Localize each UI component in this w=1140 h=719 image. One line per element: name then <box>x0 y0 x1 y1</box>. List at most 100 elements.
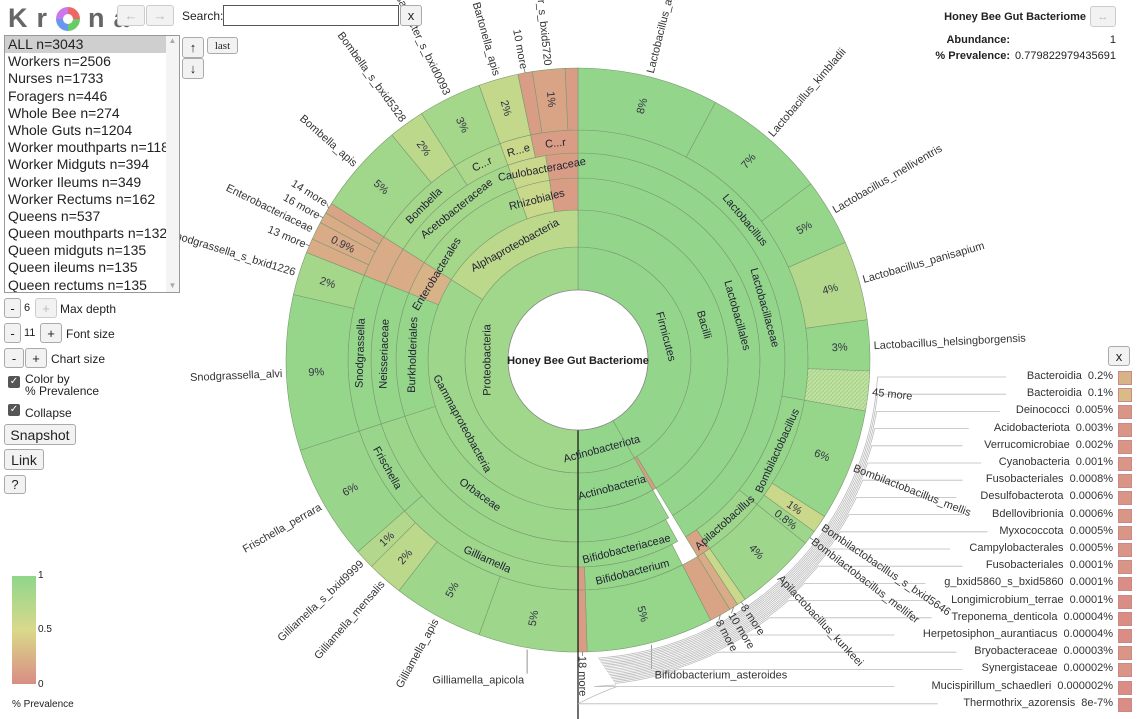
abundance-label: Abundance: <box>946 34 1010 46</box>
search-clear-button[interactable]: x <box>400 5 422 26</box>
taxon-label[interactable]: Lactobacillus_kimbladii <box>766 46 848 139</box>
dataset-item[interactable]: Whole Guts n=1204 <box>8 121 133 138</box>
taxon-label[interactable]: Bartonella_apis <box>470 1 502 78</box>
small-taxon-item[interactable]: Cyanobacteria 0.001% <box>999 456 1113 469</box>
small-taxon-value: 0.0005% <box>1069 524 1113 537</box>
taxon-label[interactable]: Bombella_apis <box>297 113 359 170</box>
small-taxon-item[interactable]: g_bxid5860_s_bxid5860 0.0001% <box>944 576 1113 589</box>
dataset-item[interactable]: Queen midguts n=135 <box>8 242 147 259</box>
leader-line <box>741 601 744 606</box>
small-taxon-item[interactable]: Longimicrobium_terrae 0.0001% <box>951 594 1113 607</box>
taxon-label[interactable]: Snodgrassella_alvi <box>190 368 283 384</box>
small-taxon-item[interactable]: Deinococci 0.005% <box>1016 404 1113 417</box>
taxon-label[interactable]: Frischella_perrara <box>241 501 325 556</box>
color-by-metric: % Prevalence <box>25 384 100 398</box>
color-swatch <box>1118 508 1132 523</box>
font-size-plus[interactable]: + <box>40 323 62 343</box>
small-taxon-item[interactable]: Myxococcota 0.0005% <box>999 525 1113 538</box>
color-by-checkbox[interactable]: ✓ <box>8 376 20 388</box>
small-taxon-item[interactable]: Fusobacteriales 0.0001% <box>986 559 1113 572</box>
small-taxon-item[interactable]: Bdellovibrionia 0.0006% <box>992 508 1113 521</box>
leader-line <box>326 203 329 209</box>
small-taxon-item[interactable]: Bryobacteraceae 0.00003% <box>974 645 1113 658</box>
scrollbar[interactable]: ▲ ▼ <box>166 36 179 292</box>
taxon-label[interactable]: 45 more <box>872 387 913 403</box>
dataset-item[interactable]: Queen ileums n=135 <box>8 259 138 276</box>
small-taxon-item[interactable]: Treponema_denticola 0.00004% <box>951 611 1113 624</box>
leader-line <box>605 514 963 671</box>
small-taxon-item[interactable]: Fusobacteriales 0.0008% <box>986 473 1113 486</box>
sunburst-segment[interactable] <box>577 589 588 653</box>
dataset-item[interactable]: Queens n=537 <box>8 207 101 224</box>
back-button[interactable]: ← <box>117 5 145 26</box>
small-taxon-name: Campylobacterales <box>969 542 1064 554</box>
dataset-item[interactable]: Worker Rectums n=162 <box>8 190 156 207</box>
leader-line <box>603 479 963 668</box>
forward-button[interactable]: → <box>146 5 174 26</box>
chart-size-plus[interactable]: + <box>25 348 47 368</box>
help-button[interactable]: ? <box>4 475 26 494</box>
small-taxon-name: Bdellovibrionia <box>992 507 1064 520</box>
small-taxon-item[interactable]: Mucispirillum_schaedleri 0.000002% <box>932 680 1114 693</box>
dataset-item[interactable]: Queen rectums n=135 <box>8 276 147 293</box>
small-taxon-item[interactable]: Bacteroidia 0.1% <box>1027 387 1113 400</box>
snapshot-button[interactable]: Snapshot <box>4 424 76 445</box>
next-dataset-button[interactable]: ↓ <box>182 58 204 79</box>
taxon-label[interactable]: Lactobacillus_panisapium <box>861 240 985 286</box>
dataset-item[interactable]: Worker Ileums n=349 <box>8 173 142 190</box>
sunburst-segment[interactable] <box>577 566 586 591</box>
prev-dataset-button[interactable]: ↑ <box>182 37 204 58</box>
taxon-label[interactable]: Apilactobacillus_kunkeei <box>775 573 866 669</box>
color-swatch <box>1118 543 1132 557</box>
percent-label: 3% <box>831 341 848 354</box>
chart-size-minus[interactable]: - <box>4 348 24 368</box>
small-taxon-name: Fusobacteriales <box>985 473 1064 486</box>
small-taxon-value: 0.001% <box>1075 456 1113 468</box>
details-title: Honey Bee Gut Bacteriome <box>944 11 1086 23</box>
search-label: Search: <box>182 9 224 23</box>
taxon-label[interactable]: Bombella_s_bxid5328 <box>335 30 408 125</box>
dataset-item[interactable]: Queen mouthparts n=132 <box>8 225 168 242</box>
taxon-label[interactable]: Lactobacillus_apis <box>645 0 679 75</box>
dataset-item[interactable]: Worker mouthparts n=118 <box>8 139 169 156</box>
search-input[interactable] <box>223 5 399 26</box>
small-taxon-item[interactable]: Thermothrix_azorensis 8e-7% <box>963 697 1113 710</box>
dataset-item[interactable]: Workers n=2506 <box>8 53 111 70</box>
max-depth-minus[interactable]: - <box>4 298 21 318</box>
font-size-minus[interactable]: - <box>4 323 21 343</box>
small-taxon-item[interactable]: Bacteroidia 0.2% <box>1027 370 1113 383</box>
taxon-label[interactable]: Bifidobacterium_asteroides <box>655 670 788 682</box>
taxon-label[interactable]: 18 more <box>576 656 589 697</box>
legend-min: 0 <box>38 679 44 690</box>
dataset-item[interactable]: Whole Bee n=274 <box>8 104 120 121</box>
taxon-label[interactable]: Lactobacillus_melliventris <box>831 142 945 216</box>
sunburst-segment[interactable] <box>564 67 579 131</box>
max-depth-plus[interactable]: + <box>35 298 57 318</box>
small-taxon-name: Synergistaceae <box>981 662 1058 675</box>
details-expand-button[interactable]: ↔ <box>1090 6 1116 27</box>
small-taxon-item[interactable]: Campylobacterales 0.0005% <box>969 542 1113 555</box>
small-taxon-item[interactable]: Acidobacteriota 0.003% <box>994 422 1113 435</box>
dataset-item[interactable]: Worker Midguts n=394 <box>8 156 149 173</box>
leader-line <box>611 617 932 680</box>
collapse-checkbox[interactable]: ✓ <box>8 404 20 416</box>
dataset-list[interactable]: ▲ ▼ ALL n=3043 Workers n=2506 Nurses n=1733 F… <box>4 35 180 293</box>
taxon-label[interactable]: 10 more <box>510 28 529 70</box>
close-list-button[interactable]: x <box>1108 346 1130 366</box>
small-taxon-item[interactable]: Verrucomicrobiae 0.002% <box>984 439 1113 452</box>
dataset-item[interactable]: ALL n=3043 <box>5 36 179 54</box>
dataset-item[interactable]: Foragers n=446 <box>8 87 108 104</box>
taxon-label[interactable]: Bombilactobacillus_mellis <box>851 463 973 520</box>
center-hole[interactable] <box>507 289 649 431</box>
taxon-label[interactable]: Gilliamella_apicola <box>432 675 525 687</box>
small-taxon-item[interactable]: Herpetosiphon_aurantiacus 0.00004% <box>923 628 1113 641</box>
taxon-label[interactable]: Gilliamella_s_bxid9999 <box>275 558 366 644</box>
link-button[interactable]: Link <box>4 449 44 470</box>
small-taxon-item[interactable]: Synergistaceae 0.00002% <box>982 662 1113 675</box>
dataset-item[interactable]: Nurses n=1733 <box>8 70 104 87</box>
taxon-label[interactable]: Bombilactobacter_s_bxid5720 <box>527 0 554 66</box>
last-dataset-button[interactable]: last <box>207 37 238 54</box>
small-taxon-item[interactable]: Desulfobacterota 0.0006% <box>980 490 1113 503</box>
taxon-label[interactable]: Lactobacillus_helsingborgensis <box>873 332 1026 352</box>
